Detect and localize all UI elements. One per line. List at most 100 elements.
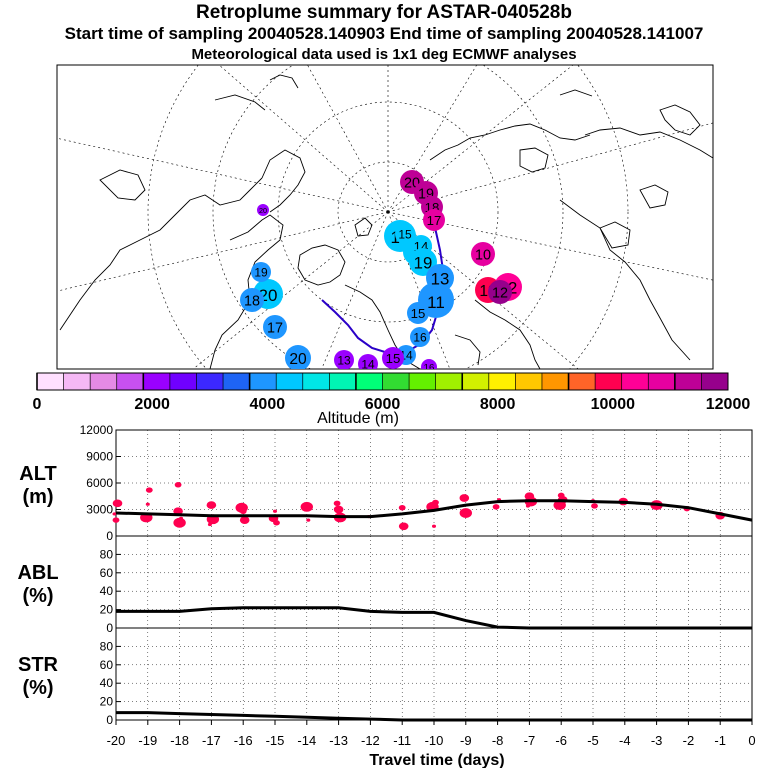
colorbar-swatch — [223, 373, 251, 390]
plume-marker-label: 16 — [424, 363, 435, 374]
alt-scatter-point — [525, 504, 530, 508]
plume-markers: 2019181716151091114131219201817201920161… — [240, 170, 522, 374]
x-tick-label: -15 — [266, 733, 285, 748]
alt-scatter-point — [432, 524, 436, 528]
colorbar-swatch — [37, 373, 65, 390]
x-axis-title: Travel time (days) — [369, 752, 504, 768]
alt-scatter-point — [333, 505, 344, 514]
alt-scatter-point — [300, 501, 313, 512]
alt-scatter-point — [492, 504, 500, 510]
plume-marker — [263, 315, 287, 339]
x-tick-label: -20 — [107, 733, 126, 748]
x-tick-label: -2 — [683, 733, 695, 748]
plume-marker-label: 19 — [414, 253, 433, 272]
colorbar-tick-label: 8000 — [480, 396, 516, 413]
str-y-tick-label: 20 — [100, 695, 114, 709]
alt-scatter-point — [173, 507, 183, 516]
colorbar-swatch — [90, 373, 118, 390]
colorbar-swatch — [249, 373, 277, 390]
plume-marker — [407, 302, 429, 324]
plume-marker — [251, 262, 271, 282]
x-tick-label: -4 — [619, 733, 631, 748]
sampling-times: Start time of sampling 20040528.140903 E… — [64, 24, 704, 43]
abl-unit: (%) — [22, 585, 53, 607]
abl-y-tick-label: 40 — [100, 584, 114, 598]
plume-marker-label: 13 — [431, 269, 450, 288]
plume-marker-label: 15 — [411, 306, 426, 321]
abl-label: ABL — [17, 562, 58, 584]
alt-y-tick-label: 12000 — [80, 423, 114, 437]
colorbar-swatch — [276, 373, 304, 390]
plume-marker — [488, 280, 512, 304]
x-tick-label: -1 — [714, 733, 726, 748]
plume-marker-label: 19 — [254, 266, 268, 280]
plume-marker — [426, 264, 454, 292]
colorbar-label: Altitude (m) — [317, 410, 399, 427]
x-tick-label: -9 — [460, 733, 472, 748]
colorbar-tick-label: 4000 — [250, 396, 286, 413]
x-tick-label: -16 — [234, 733, 253, 748]
alt-scatter-point — [553, 500, 566, 511]
alt-scatter-point — [145, 487, 153, 493]
abl-panel: 0 20 40 60 80 ABL(%) — [17, 535, 753, 635]
plume-marker-label: 17 — [427, 213, 442, 228]
plume-marker — [410, 327, 430, 347]
plume-marker — [471, 242, 495, 266]
alt-scatter-point — [398, 522, 409, 531]
x-tick-label: -8 — [492, 733, 504, 748]
colorbar-swatch — [302, 373, 330, 390]
plume-marker — [395, 224, 415, 244]
alt-scatter-point — [173, 517, 186, 528]
str-label: STR — [18, 654, 59, 676]
plume-marker — [257, 204, 269, 216]
abl-frame — [115, 535, 753, 629]
alt-series-line — [115, 499, 753, 522]
plume-marker-label: 18 — [244, 293, 260, 309]
x-tick-label: -18 — [170, 733, 189, 748]
colorbar-swatch — [488, 373, 516, 390]
colorbar-tick-label: 12000 — [706, 396, 751, 413]
met-data-note: Meteorological data used is 1x1 deg ECMW… — [191, 46, 577, 63]
colorbar-swatch — [409, 373, 437, 390]
alt-scatter-point — [306, 518, 311, 522]
alt-scatter-point — [432, 499, 439, 506]
plume-marker — [240, 288, 264, 312]
plume-marker — [334, 350, 354, 369]
alt-y-tick-label: 9000 — [86, 450, 113, 464]
plume-marker — [382, 347, 404, 369]
plume-marker — [285, 345, 311, 369]
alt-scatter-point — [174, 482, 182, 488]
x-tick-label: -11 — [393, 733, 411, 748]
coastlines — [59, 74, 713, 369]
alt-unit: (m) — [22, 486, 53, 508]
x-tick-label: -6 — [555, 733, 567, 748]
x-tick-label: -17 — [202, 733, 221, 748]
x-tick-label: -19 — [138, 733, 157, 748]
colorbar-swatch — [382, 373, 410, 390]
map-frame — [56, 64, 714, 370]
alt-scatter-point — [459, 508, 472, 518]
colorbar-swatch — [462, 373, 490, 390]
alt-scatter-point — [273, 509, 277, 513]
str-y-tick-label: 60 — [100, 658, 114, 672]
alt-y-tick-label: 3000 — [86, 503, 113, 517]
alt-y-tick-label: 6000 — [86, 476, 113, 490]
alt-scatter-point — [333, 500, 341, 507]
x-tick-label: 0 — [748, 733, 755, 748]
colorbar-swatch — [196, 373, 224, 390]
colorbar-swatch — [621, 373, 649, 390]
abl-y-tick-label: 60 — [100, 566, 114, 580]
alt-scatter-point — [207, 522, 212, 527]
colorbar-swatch — [701, 373, 729, 390]
str-frame — [115, 627, 753, 721]
colorbar-swatch — [329, 373, 357, 390]
colorbar-swatch — [541, 373, 570, 390]
str-y-tick-label: 40 — [100, 676, 114, 690]
plume-marker-label: 15 — [398, 228, 412, 242]
alt-scatter-point — [459, 494, 470, 502]
colorbar-tick-label: 10000 — [591, 396, 636, 413]
alt-y-tick-label: 0 — [106, 529, 113, 543]
colorbar-swatch — [648, 373, 676, 390]
colorbar-swatch — [674, 373, 702, 390]
str-unit: (%) — [22, 677, 53, 699]
